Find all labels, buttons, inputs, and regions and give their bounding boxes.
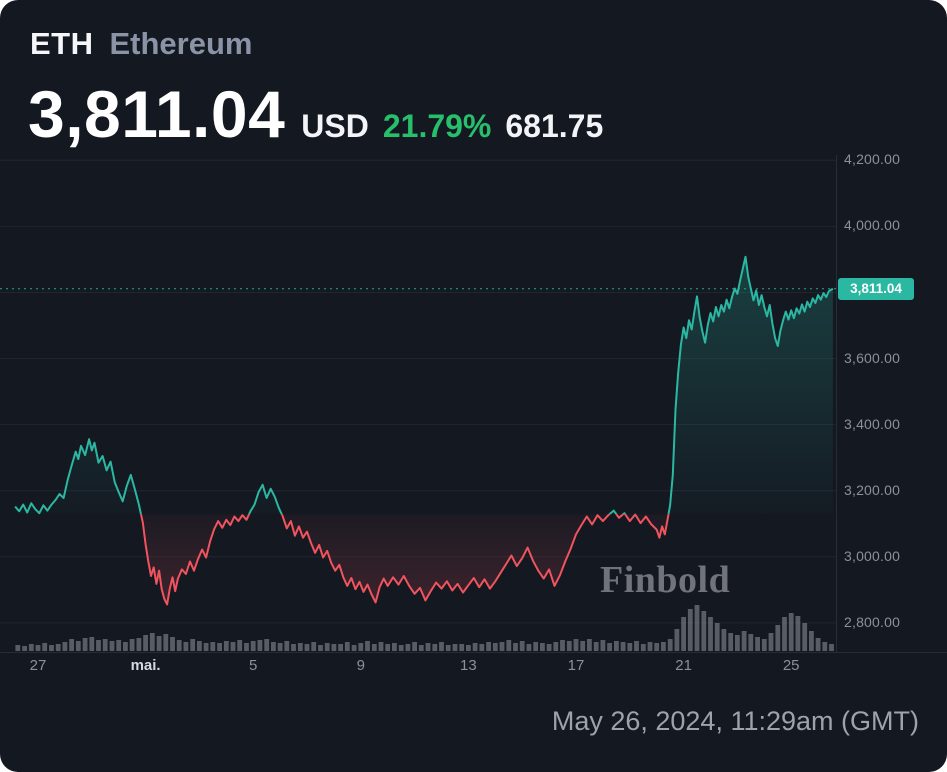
currency-label: USD: [301, 108, 369, 144]
symbol-ticker: ETH: [30, 26, 94, 61]
price-axis-label: 3,400.00: [844, 415, 901, 432]
price-chart-svg: [0, 159, 836, 651]
price-axis-label: 3,000.00: [844, 547, 901, 564]
symbol-name: Ethereum: [109, 26, 253, 61]
time-axis-label: 9: [356, 657, 365, 674]
price-axis-label: 2,800.00: [844, 613, 901, 630]
price-axis-label: 4,000.00: [844, 217, 901, 234]
change-percent: 21.79%: [382, 108, 492, 144]
symbol-header: ETH Ethereum: [30, 26, 252, 62]
price-axis-label: 4,200.00: [844, 151, 901, 168]
change-absolute: 681.75: [505, 108, 604, 144]
time-axis-label: 5: [249, 657, 258, 674]
price-header: 3,811.04 USD 21.79% 681.75: [28, 76, 603, 152]
time-axis-label: 17: [567, 657, 585, 674]
current-price: 3,811.04: [28, 77, 286, 151]
finbold-watermark: Finbold: [600, 559, 731, 601]
axis-separator-horizontal: [0, 652, 947, 653]
time-axis-label: 13: [460, 657, 477, 674]
price-axis-label: 3,200.00: [844, 481, 901, 498]
current-price-tag: 3,811.04: [838, 277, 914, 300]
time-axis-label: 21: [675, 657, 692, 674]
timestamp: May 26, 2024, 11:29am (GMT): [551, 706, 919, 736]
price-chart[interactable]: [0, 155, 947, 652]
time-axis-label: 27: [29, 657, 47, 674]
time-axis-label: mai.: [130, 657, 161, 674]
axis-separator-vertical: [836, 155, 837, 652]
time-axis-label: 25: [782, 657, 800, 674]
price-axis-label: 3,600.00: [844, 349, 901, 366]
